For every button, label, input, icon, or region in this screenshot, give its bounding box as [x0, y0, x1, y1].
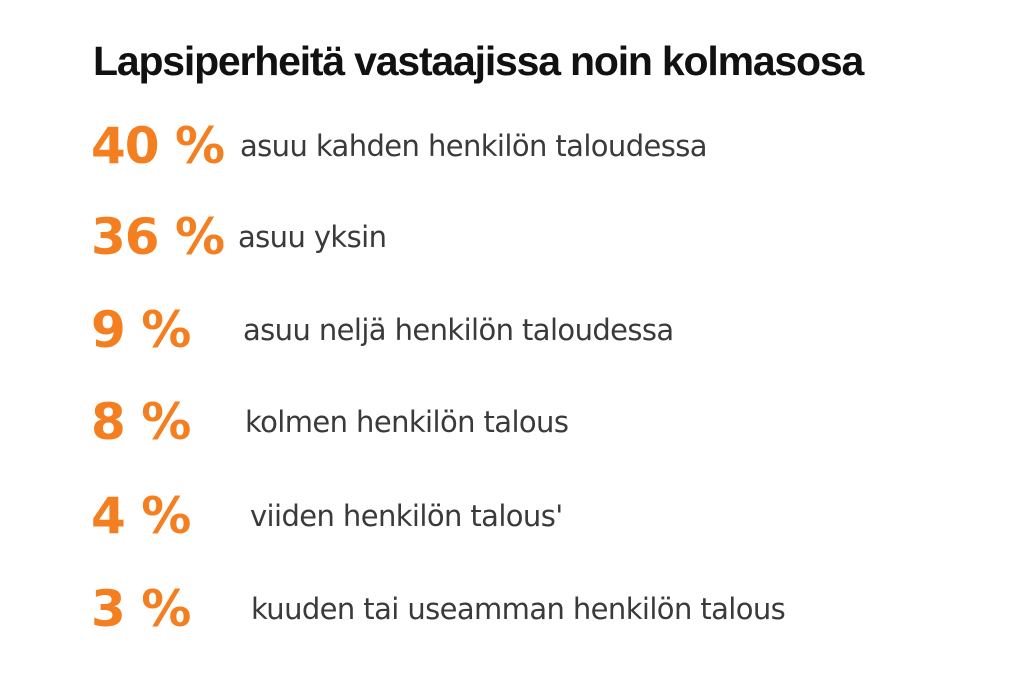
stat-label: kuuden tai useamman henkilön talous — [251, 592, 786, 626]
stat-row: 8 % kolmen henkilön talous — [0, 392, 1024, 462]
stat-value: 9 % — [91, 301, 191, 359]
stat-label: asuu kahden henkilön taloudessa — [240, 129, 708, 163]
stat-row: 40 % asuu kahden henkilön taloudessa — [0, 116, 1024, 186]
stat-label: asuu yksin — [238, 220, 387, 254]
stat-label: kolmen henkilön talous — [245, 405, 569, 439]
stat-row: 36 % asuu yksin — [0, 207, 1024, 277]
chart-title: Lapsiperheitä vastaajissa noin kolmasosa — [93, 38, 864, 84]
stat-value: 3 % — [91, 580, 191, 638]
stat-row: 4 % viiden henkilön talous' — [0, 486, 1024, 556]
stat-value: 4 % — [91, 487, 191, 545]
stat-value: 36 % — [91, 208, 225, 266]
stat-row: 9 % asuu neljä henkilön taloudessa — [0, 300, 1024, 370]
stat-label: asuu neljä henkilön taloudessa — [243, 313, 674, 347]
stat-value: 40 % — [91, 117, 225, 175]
stat-label: viiden henkilön talous' — [250, 499, 563, 533]
stat-row: 3 % kuuden tai useamman henkilön talous — [0, 579, 1024, 649]
stat-value: 8 % — [91, 393, 191, 451]
